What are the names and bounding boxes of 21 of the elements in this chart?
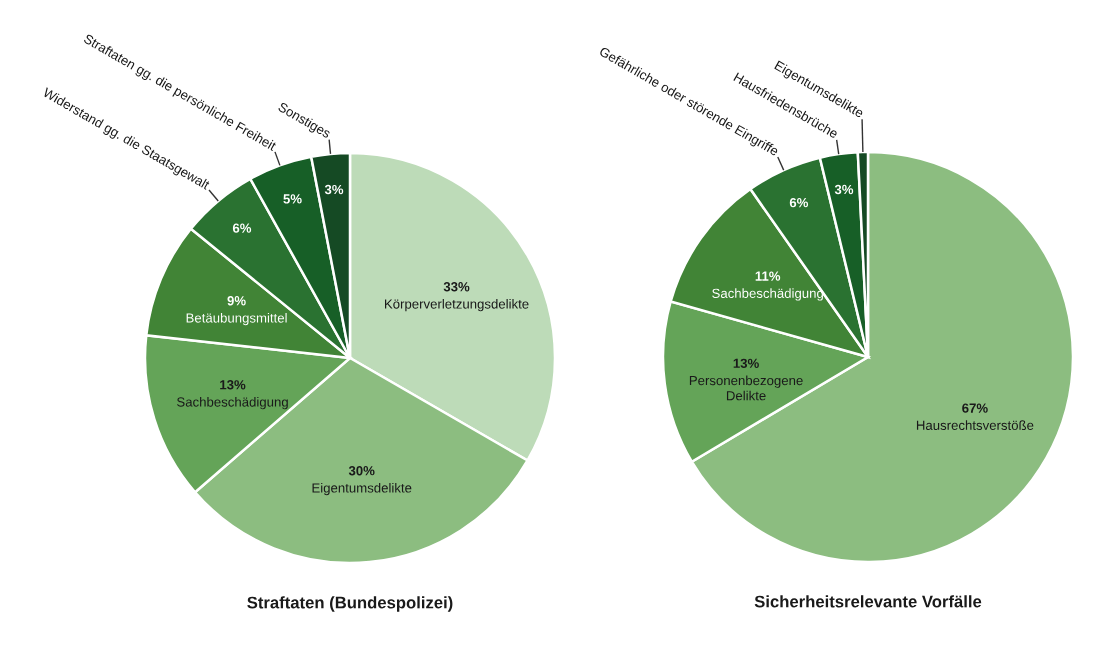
slice-label: Eigentumsdelikte	[312, 482, 412, 496]
data-label: 33%	[443, 282, 470, 292]
slice-label: Körperverletzungsdelikte	[385, 298, 529, 312]
data-label: 5%	[283, 194, 302, 204]
text: Sicherheitsrelevante Vorfälle	[754, 595, 982, 608]
slice-label: Sachbeschädigung	[712, 288, 823, 301]
data-label: 3%	[324, 184, 344, 195]
slice-label: Hausrechtsverstöße	[916, 420, 1034, 430]
data-label: 13%	[220, 380, 246, 390]
data-label: 6%	[789, 197, 809, 208]
slice-label: Betäubungsmittel	[186, 312, 287, 326]
data-label: 67%	[962, 403, 988, 413]
data-label: 13%	[733, 358, 759, 369]
slice-label: Sachbeschädigung	[177, 396, 288, 410]
data-label: 6%	[232, 223, 252, 233]
data-label: 30%	[348, 466, 375, 476]
data-label: 9%	[227, 296, 246, 306]
data-label: 3%	[834, 184, 854, 195]
slice-label: Personenbezogene Delikte	[689, 375, 803, 401]
data-label: 11%	[755, 271, 781, 281]
text: Straftaten (Bundespolizei)	[247, 596, 453, 612]
